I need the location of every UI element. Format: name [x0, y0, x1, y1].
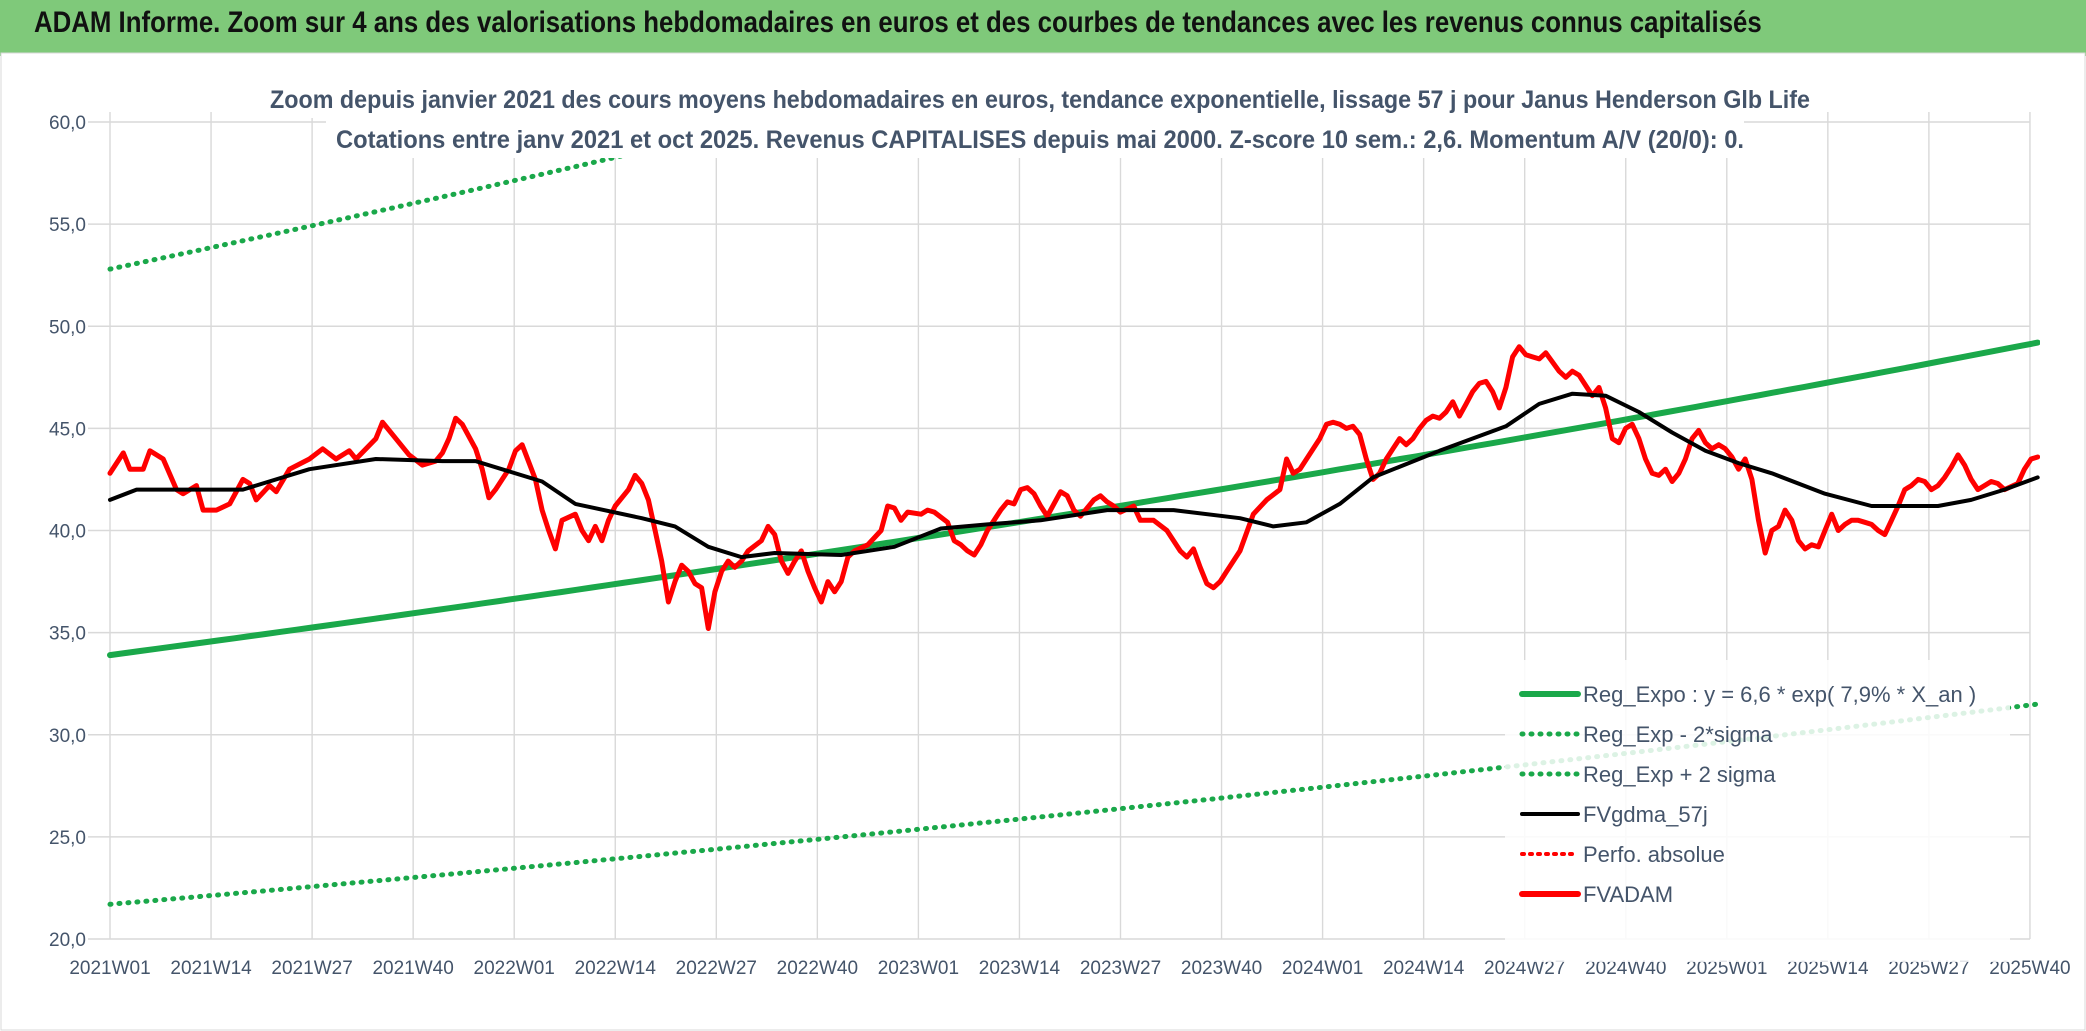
title-line2-bg — [326, 118, 1744, 158]
y-tick-label: 50,0 — [49, 317, 86, 338]
x-tick-label: 2024W27 — [1484, 958, 1565, 979]
x-axis: 2021W01 2021W14 2021W27 2021W40 2022W01 2022W… — [69, 958, 2070, 979]
x-tick-label: 2023W40 — [1181, 958, 1262, 979]
x-tick-label: 2024W14 — [1383, 958, 1465, 979]
chart-title-line2: Cotations entre janv 2021 et oct 2025. R… — [336, 126, 1744, 154]
x-tick-label: 2022W01 — [474, 958, 555, 979]
y-tick-label: 35,0 — [49, 624, 86, 645]
y-tick-label: 40,0 — [49, 522, 86, 543]
x-tick-label: 2022W14 — [575, 958, 657, 979]
legend: Reg_Expo : y = 6,6 * exp( 7,9% * X_an ) R… — [1505, 660, 2010, 962]
legend-label: Perfo. absolue — [1583, 842, 1725, 867]
chart-title-line1: Zoom depuis janvier 2021 des cours moyen… — [270, 86, 1810, 114]
y-axis: 60,0 55,0 50,0 45,0 40,0 35,0 30,0 25,0 20,0 — [49, 113, 86, 951]
chart-frame: 60,0 55,0 50,0 45,0 40,0 35,0 30,0 25,0 20,0 202… — [0, 52, 2086, 1031]
chart: 60,0 55,0 50,0 45,0 40,0 35,0 30,0 25,0 20,0 202… — [0, 52, 2086, 1031]
series-fvadam — [107, 344, 2040, 631]
title-line1-bg — [262, 78, 1802, 118]
x-tick-label: 2022W40 — [777, 958, 858, 979]
y-tick-label: 45,0 — [49, 419, 86, 440]
x-tick-label: 2025W14 — [1787, 958, 1869, 979]
x-tick-label: 2023W14 — [979, 958, 1061, 979]
x-tick-label: 2021W27 — [271, 958, 352, 979]
series-layer — [107, 92, 2040, 907]
x-tick-label: 2023W01 — [878, 958, 959, 979]
y-tick-label: 60,0 — [49, 113, 86, 134]
y-tick-label: 30,0 — [49, 726, 86, 747]
header-band: ADAM Informe. Zoom sur 4 ans des valoris… — [0, 0, 2086, 56]
x-tick-label: 2022W27 — [676, 958, 757, 979]
x-tick-label: 2024W01 — [1282, 958, 1363, 979]
legend-label: Reg_Expo : y = 6,6 * exp( 7,9% * X_an ) — [1583, 682, 1976, 707]
x-tick-label: 2021W40 — [372, 958, 453, 979]
y-tick-label: 25,0 — [49, 828, 86, 849]
x-tick-label: 2023W27 — [1080, 958, 1161, 979]
x-tick-label: 2025W40 — [1989, 958, 2070, 979]
legend-label: FVADAM — [1583, 882, 1673, 907]
legend-label: Reg_Exp + 2 sigma — [1583, 762, 1776, 787]
y-tick-label: 20,0 — [49, 930, 86, 951]
x-tick-label: 2025W27 — [1888, 958, 1969, 979]
legend-label: FVgdma_57j — [1583, 802, 1708, 827]
x-tick-label: 2025W01 — [1686, 958, 1767, 979]
page-title: ADAM Informe. Zoom sur 4 ans des valoris… — [34, 6, 1762, 39]
y-tick-label: 55,0 — [49, 215, 86, 236]
series-reg-minus-2sigma — [107, 701, 2040, 907]
x-tick-label: 2024W40 — [1585, 958, 1666, 979]
legend-label: Reg_Exp - 2*sigma — [1583, 722, 1773, 747]
x-tick-label: 2021W14 — [170, 958, 252, 979]
x-tick-label: 2021W01 — [69, 958, 150, 979]
legend-background — [1505, 660, 2010, 962]
series-fvgdma-57j — [108, 391, 2040, 560]
chart-title: Zoom depuis janvier 2021 des cours moyen… — [262, 78, 1810, 158]
